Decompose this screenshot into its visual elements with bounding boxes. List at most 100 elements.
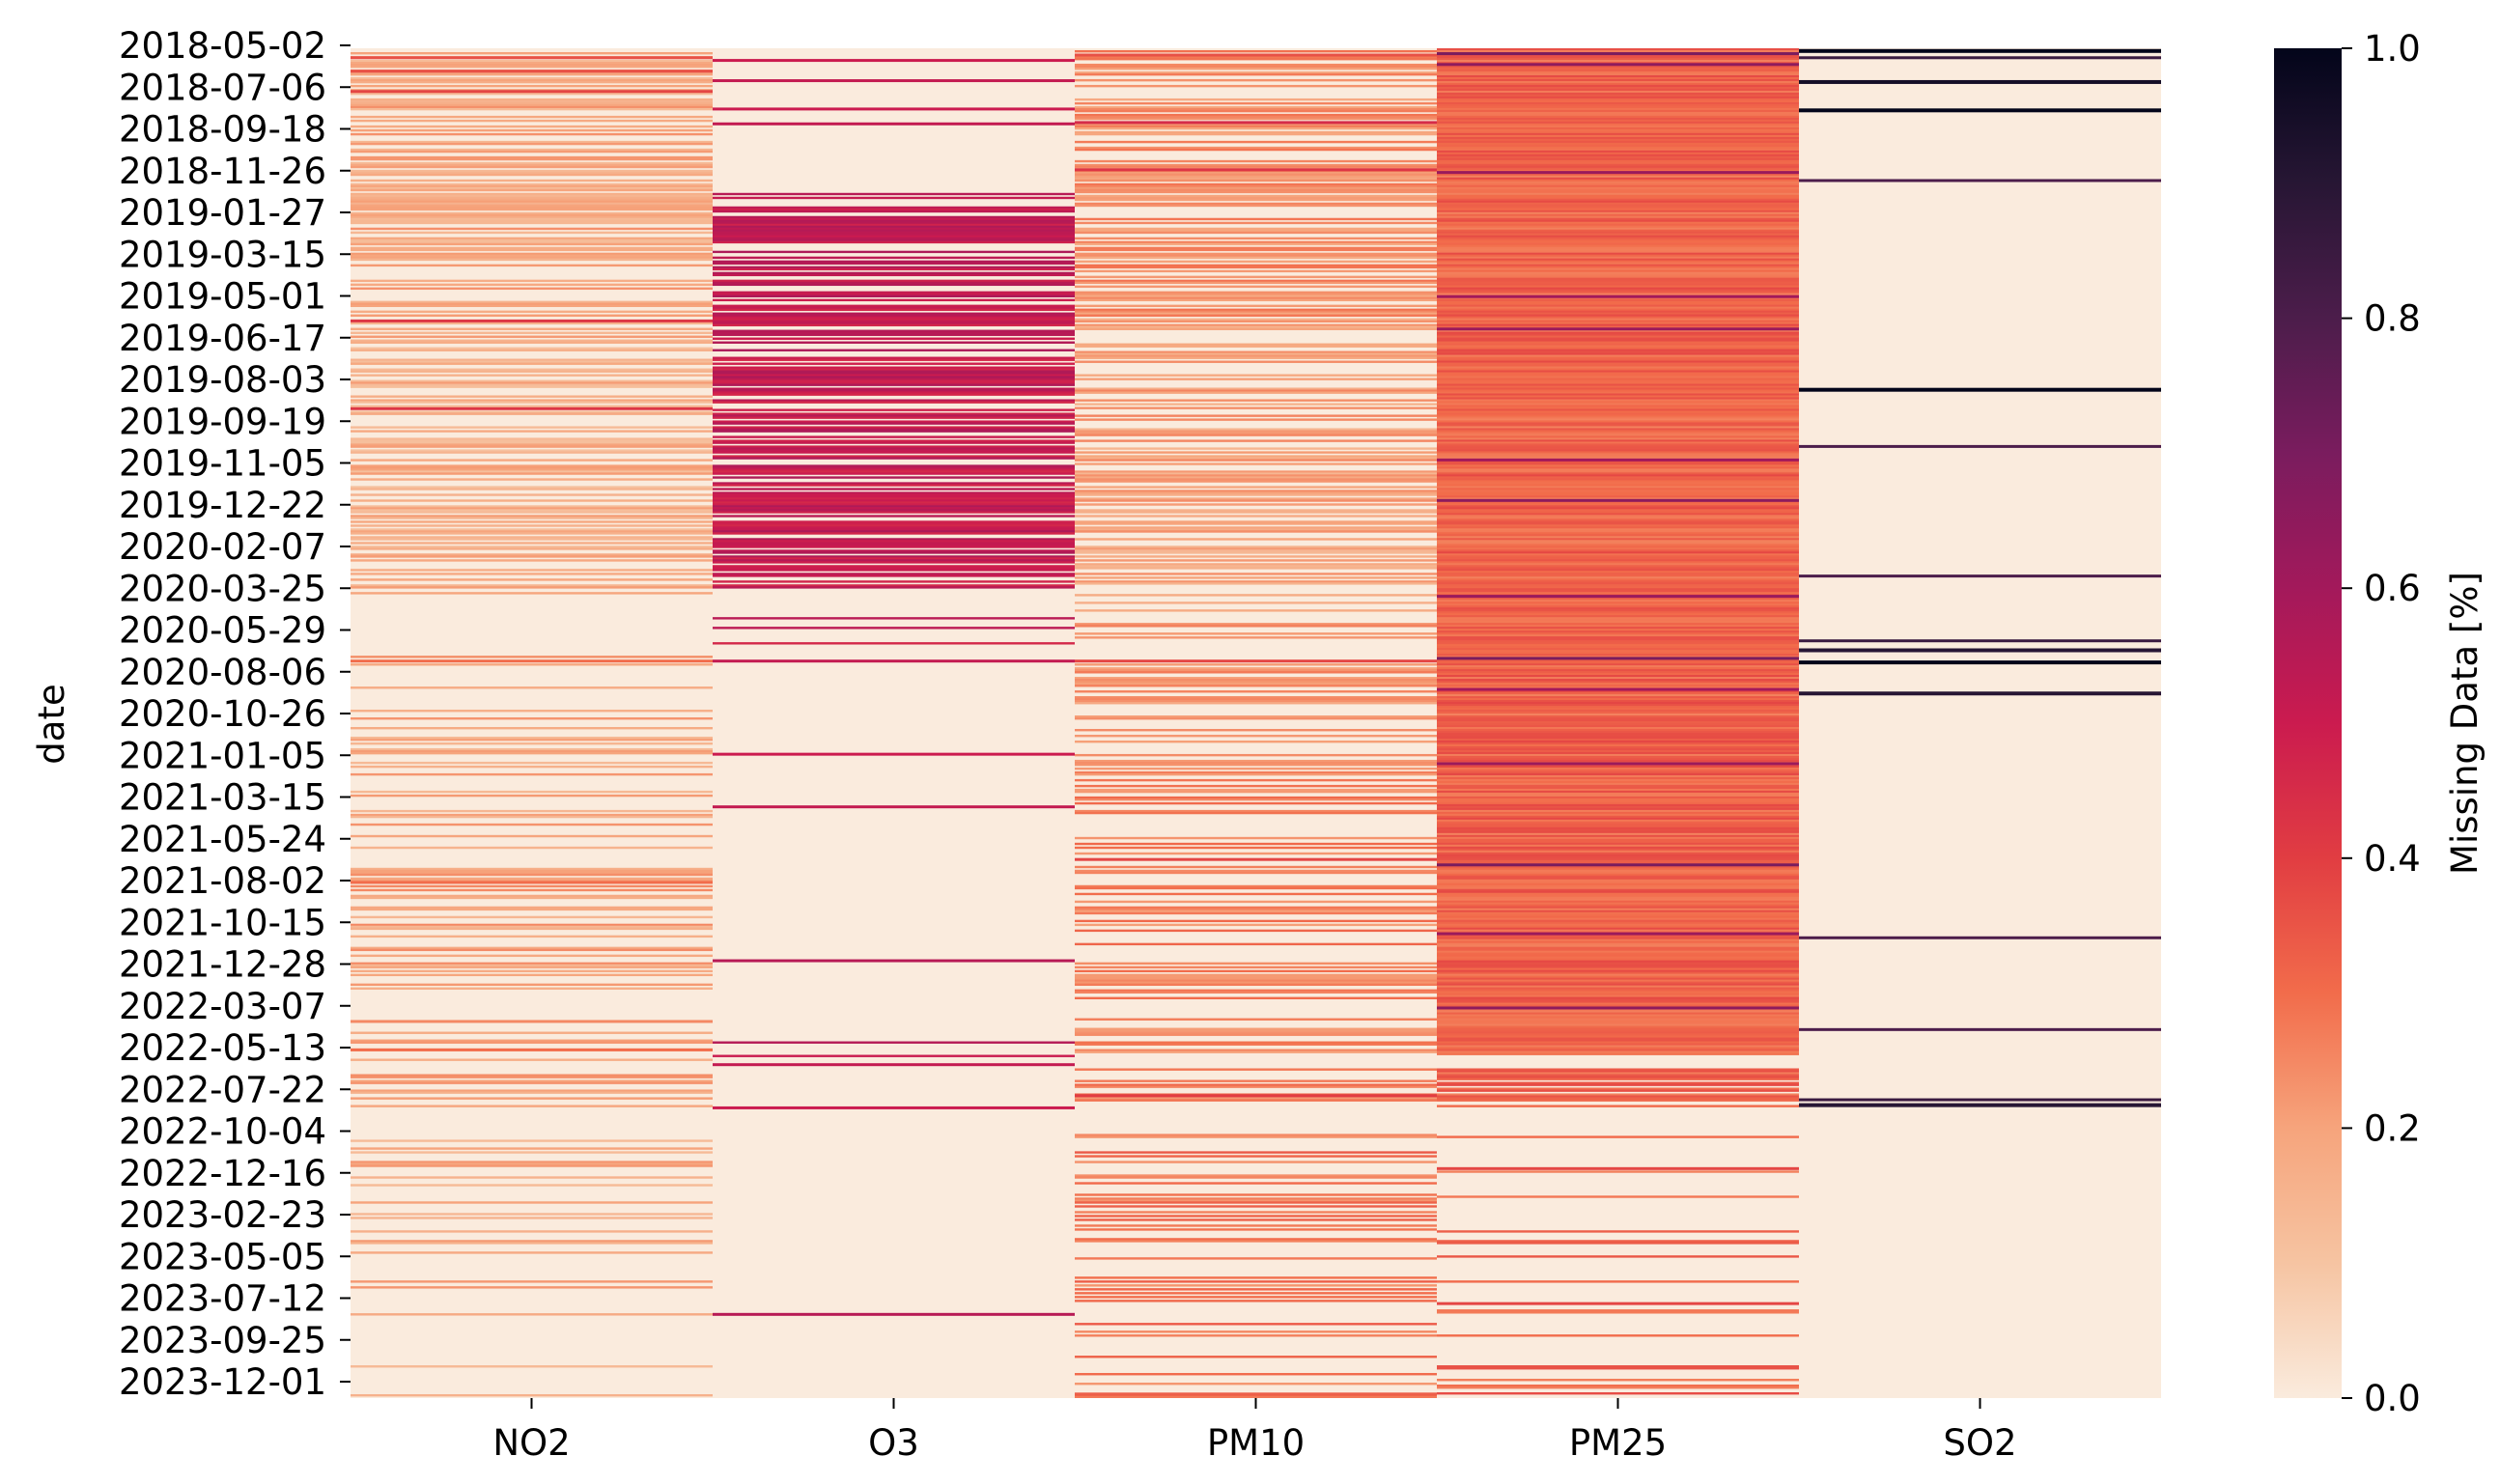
heatmap-cell [1075,520,1437,523]
heatmap-cell [1437,285,1799,289]
heatmap-cell [1075,636,1437,639]
heatmap-cell [1437,462,1799,465]
heatmap-cell [351,1280,713,1283]
heatmap-cell [1075,231,1437,235]
heatmap-cell [1437,702,1799,705]
heatmap-cell [713,333,1075,336]
heatmap-cell [1437,869,1799,873]
heatmap-cell [1437,140,1799,144]
heatmap-cell [1437,339,1799,342]
heatmap-cell [351,88,713,92]
heatmap-cell [1075,98,1437,101]
heatmap-cell [1075,1029,1437,1032]
heatmap-cell [1437,320,1799,322]
heatmap-cell [351,237,713,240]
heatmap-cell [1075,503,1437,506]
heatmap-band [713,388,1075,392]
heatmap-cell [1437,563,1799,566]
heatmap-cell [1075,474,1437,477]
heatmap-cell [351,256,713,260]
heatmap-cell [1437,667,1799,670]
heatmap-cell [1075,1079,1437,1082]
heatmap-cell [351,966,713,969]
heatmap-cell [713,250,1075,254]
heatmap-cell [351,553,713,556]
heatmap-cell [1437,826,1799,830]
heatmap-cell [1075,294,1437,298]
heatmap-cell [1437,155,1799,159]
heatmap-cell [1437,92,1799,96]
heatmap-cell [1437,109,1799,113]
heatmap-cell [1075,923,1437,927]
heatmap-band [1437,1006,1799,1010]
heatmap-cell [1437,567,1799,570]
heatmap-cell [1437,252,1799,256]
heatmap-cell [1437,225,1799,229]
heatmap-band [351,1048,713,1051]
heatmap-cell [351,80,713,84]
heatmap-cell [1075,109,1437,113]
heatmap-cell [1075,683,1437,686]
heatmap-cell [1075,1373,1437,1376]
heatmap-cell [351,1074,713,1077]
heatmap-cell [351,867,713,871]
heatmap-band [351,1020,713,1023]
heatmap-cell [351,923,713,927]
heatmap-cells [351,48,2161,1398]
heatmap-cell [713,293,1075,296]
heatmap-cell [1075,528,1437,531]
heatmap-cell [1437,569,1799,572]
heatmap-cell [1075,190,1437,194]
heatmap-cell [351,92,713,96]
heatmap-cell [1075,1151,1437,1154]
heatmap-cell [713,1054,1075,1057]
heatmap-cell [351,157,713,161]
heatmap-cell [1437,683,1799,686]
heatmap-cell [1437,879,1799,882]
heatmap-cell [1437,677,1799,680]
heatmap-cell [1437,497,1799,500]
heatmap-cell [1075,1085,1437,1088]
heatmap-cell [351,412,713,415]
heatmap-cell [1437,979,1799,983]
y-tick-label: 2021-01-05 [119,735,326,776]
heatmap-cell [1437,975,1799,979]
heatmap-cell [351,1076,713,1078]
heatmap-cell [1437,181,1799,184]
heatmap-cell [1075,182,1437,186]
heatmap-band [713,659,1075,663]
heatmap-cell [351,908,713,911]
heatmap-cell [1437,391,1799,394]
heatmap-cell [713,320,1075,322]
heatmap-cell [1437,378,1799,380]
heatmap-cell [1437,455,1799,458]
heatmap-cell [351,63,713,67]
heatmap-cell [1437,1255,1799,1258]
heatmap-cell [351,710,713,713]
y-tick-label: 2019-05-01 [119,276,326,318]
heatmap-cell [1437,944,1799,948]
heatmap-cell [1437,1135,1799,1138]
heatmap-cell [1437,969,1799,973]
heatmap-cell [1437,848,1799,852]
heatmap-cell [351,935,713,938]
heatmap-cell [1437,1010,1799,1013]
heatmap-cell [713,379,1075,382]
heatmap-cell [713,573,1075,575]
heatmap-cell [351,441,713,444]
heatmap-cell [351,279,713,283]
heatmap-cell [351,300,713,304]
heatmap-cell [1075,1199,1437,1202]
heatmap-cell [1437,238,1799,242]
heatmap-band [1799,1098,2161,1102]
heatmap-cell [1437,714,1799,716]
heatmap-cell [351,1164,713,1167]
heatmap-band [1799,691,2161,696]
heatmap-cell [1075,1049,1437,1051]
heatmap-cell [351,1041,713,1044]
heatmap-cell [1437,782,1799,786]
heatmap-cell [1075,696,1437,699]
heatmap-cell [1075,308,1437,312]
heatmap-cell [1437,157,1799,161]
heatmap-cell [351,1105,713,1107]
